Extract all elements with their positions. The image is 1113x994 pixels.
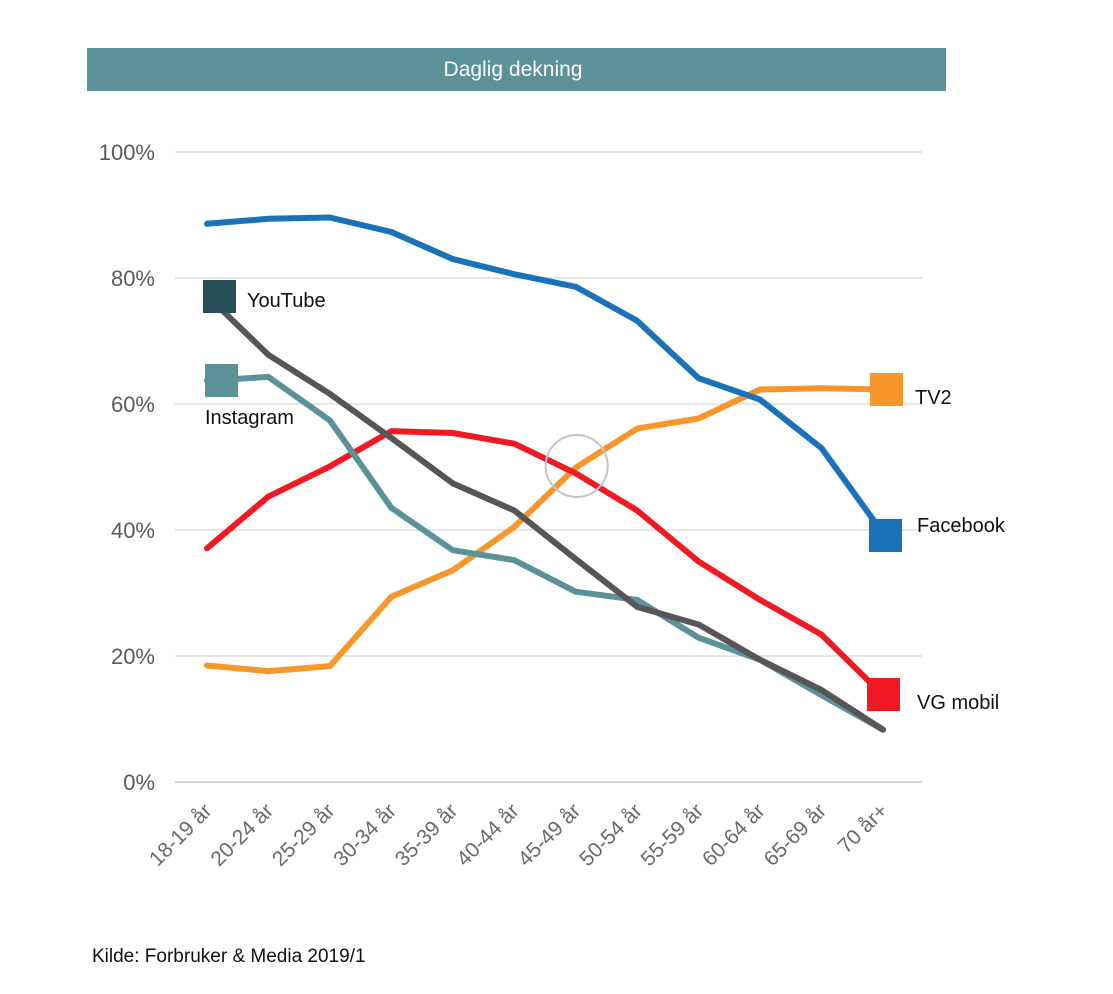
series-line-tv2 [204, 385, 886, 675]
y-tick-label: 60% [111, 392, 155, 417]
highlight-marker [544, 434, 609, 498]
x-tick-label: 20-24 år [206, 799, 278, 871]
x-tick-label: 65-69 år [759, 799, 831, 871]
x-tick-label: 50-54 år [575, 799, 647, 871]
x-tick-label: 40-44 år [452, 799, 524, 871]
x-tick-label: 60-64 år [698, 799, 770, 871]
legend-swatch-tv2 [870, 373, 903, 406]
legend-swatch-vg-mobil [867, 678, 900, 711]
chart-title: Daglig dekning [444, 58, 583, 81]
y-tick-label: 20% [111, 644, 155, 669]
legend: YouTube Instagram TV2 Facebook VG mobil [203, 280, 1006, 714]
y-tick-label: 40% [111, 518, 155, 543]
legend-label-vg-mobil: VG mobil [917, 692, 999, 714]
x-tick-label: 55-59 år [637, 799, 709, 871]
legend-label-instagram: Instagram [205, 407, 294, 429]
chart-title-bar [87, 48, 946, 91]
series-lines [204, 214, 886, 733]
y-tick-label: 80% [111, 266, 155, 291]
series-line-vg-mobil [204, 428, 886, 699]
legend-swatch-youtube [203, 280, 236, 313]
legend-label-facebook: Facebook [917, 515, 1006, 537]
series-line-youtube [204, 292, 886, 733]
x-tick-label: 25-29 år [268, 799, 340, 871]
legend-swatch-instagram [205, 364, 238, 397]
y-axis-ticks: 0% 20% 40% 60% 80% 100% [99, 140, 155, 795]
x-tick-label: 70 år+ [834, 799, 893, 858]
y-tick-label: 100% [99, 140, 155, 165]
series-line-facebook [204, 214, 886, 537]
x-tick-label: 30-34 år [329, 799, 401, 871]
legend-label-youtube: YouTube [247, 290, 326, 312]
x-tick-label: 35-39 år [391, 799, 463, 871]
legend-label-tv2: TV2 [915, 387, 952, 409]
y-tick-label: 0% [123, 770, 155, 795]
grid-lines [175, 151, 922, 783]
highlight-circle [544, 434, 609, 498]
legend-swatch-facebook [869, 519, 902, 552]
x-tick-label: 18-19 år [145, 799, 217, 871]
source-note: Kilde: Forbruker & Media 2019/1 [92, 946, 366, 967]
x-tick-label: 45-49 år [514, 799, 586, 871]
series-line-instagram [204, 373, 886, 733]
